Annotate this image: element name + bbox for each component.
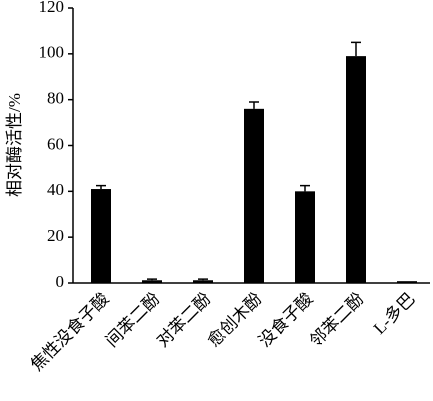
bar [142, 280, 162, 283]
x-tick-label: 没食子酸 [255, 289, 317, 351]
y-tick-label: 80 [47, 89, 64, 108]
bar [193, 280, 213, 283]
error-bar [198, 278, 208, 281]
bar [91, 189, 111, 283]
error-bar [300, 184, 310, 192]
bar [244, 108, 264, 283]
y-tick-label: 20 [47, 226, 64, 245]
y-axis-label: 相对酶活性/% [5, 93, 24, 197]
bar [295, 191, 315, 283]
error-bar [351, 41, 361, 57]
x-tick-label: L-多巴 [370, 289, 419, 338]
error-bar [147, 278, 157, 281]
y-tick-label: 60 [47, 134, 64, 153]
x-tick-label: 对苯二酚 [153, 289, 215, 351]
y-tick-label: 40 [47, 180, 64, 199]
y-tick-label: 0 [56, 272, 65, 291]
x-tick-label: 焦性没食子酸 [27, 289, 113, 375]
y-tick-label: 100 [39, 43, 65, 62]
error-bar [249, 101, 259, 109]
bar [346, 56, 366, 283]
x-tick-label: 邻苯二酚 [306, 289, 368, 351]
error-bar [96, 184, 106, 190]
x-tick-label: 愈创木酚 [204, 289, 266, 351]
y-tick-label: 120 [39, 0, 65, 16]
x-tick-label: 间苯二酚 [102, 289, 164, 351]
bar [397, 281, 417, 283]
